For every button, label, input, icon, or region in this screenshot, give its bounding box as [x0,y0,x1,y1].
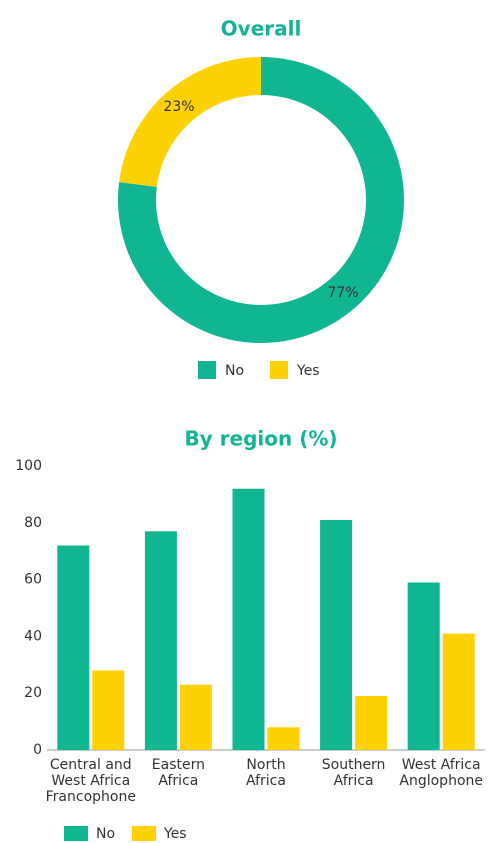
x-tick-label: Southern Africa [322,757,386,789]
x-tick-label: Eastern Africa [152,757,205,789]
x-tick-label: North Africa [246,757,286,789]
legend-label: No [225,363,244,379]
y-tick-label: 100 [15,458,42,474]
bar [442,633,475,750]
y-tick-label: 0 [33,742,42,758]
bar [232,488,265,750]
donut-segment [119,57,261,187]
y-tick-label: 40 [24,628,42,644]
legend-swatch [132,826,156,841]
x-tick-label: West Africa Anglophone [399,757,483,789]
legend-label: No [96,826,115,842]
legend-swatch [270,361,288,379]
legend-label: Yes [163,826,187,842]
bar [407,582,440,750]
bar [144,531,177,750]
legend-swatch [64,826,88,841]
y-tick-label: 60 [24,572,42,588]
bar [267,727,300,750]
bar [57,545,90,750]
bar [179,684,212,750]
data-label: 23% [163,99,194,115]
legend-label: Yes [296,363,320,379]
data-label: 77% [327,285,358,301]
y-tick-label: 20 [24,685,42,701]
bar-title: By region (%) [184,427,337,451]
bar [92,670,125,750]
x-tick-label: Central and West Africa Francophone [46,757,136,805]
legend-swatch [198,361,216,379]
bar [355,696,388,750]
y-tick-label: 80 [24,515,42,531]
donut-title: Overall [221,17,302,41]
bar [320,519,353,750]
